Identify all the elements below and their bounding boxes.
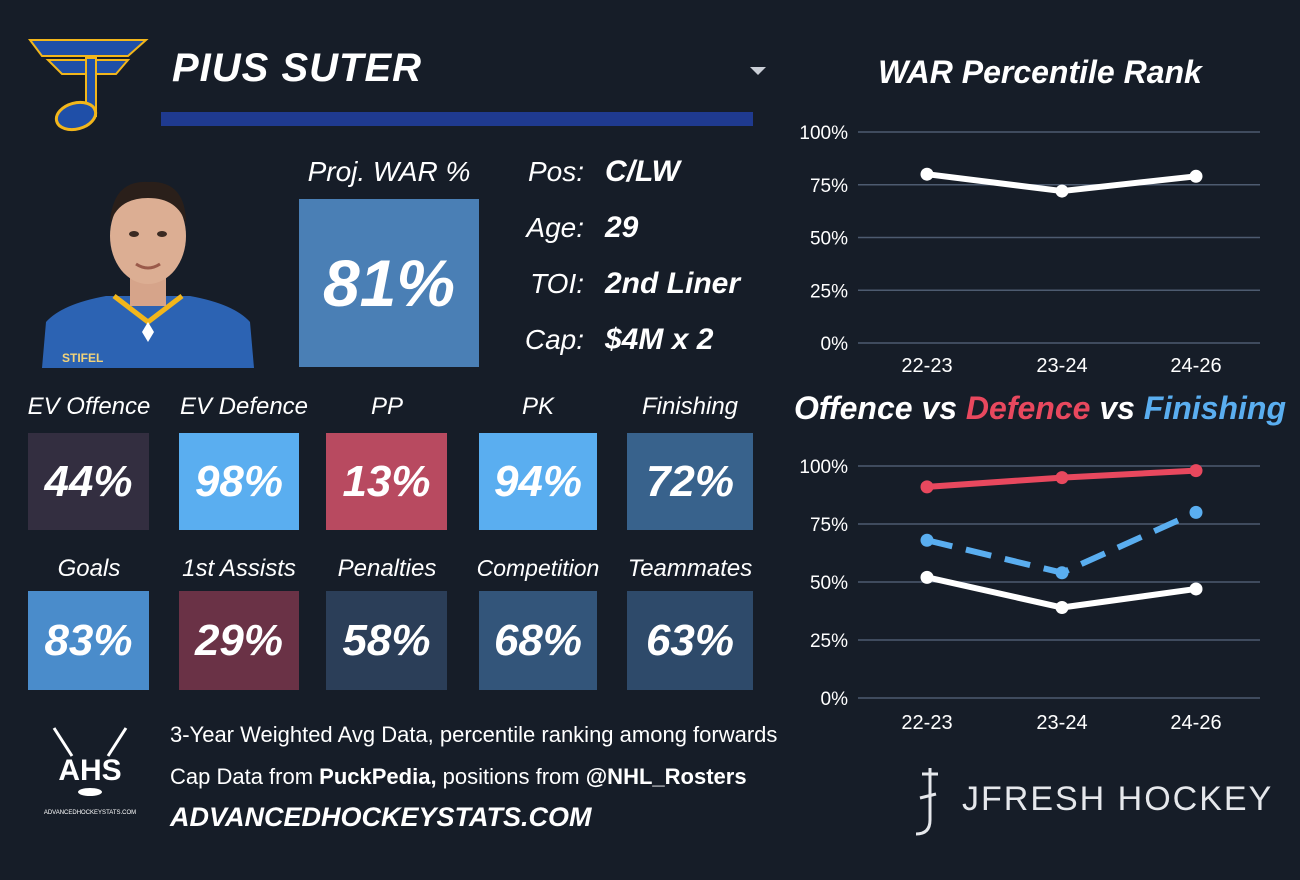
chart-1-title: WAR Percentile Rank bbox=[878, 54, 1202, 90]
chart-1-ytick-label: 75% bbox=[810, 176, 848, 197]
footer-line-1: 3-Year Weighted Avg Data, percentile ran… bbox=[170, 722, 778, 747]
footer-line-2-prefix: Cap Data from bbox=[170, 764, 320, 789]
chart-2-data-point bbox=[1189, 582, 1203, 596]
info-age-value: 29 bbox=[605, 211, 639, 244]
chart-2-data-point bbox=[1055, 601, 1069, 615]
stat-label-goals: Goals bbox=[57, 555, 121, 582]
jersey-sponsor-text: STIFEL bbox=[62, 351, 103, 365]
war-percentile-chart: 100% 75% 50% 25% 0% 22-23 23-24 24-26 bbox=[799, 123, 1260, 377]
chart-2-ytick-label: 75% bbox=[810, 515, 848, 536]
chart-2-data-point bbox=[920, 570, 934, 584]
chart-1-ytick-label: 25% bbox=[810, 281, 848, 302]
info-age-label: Age: bbox=[526, 212, 584, 243]
chart-2-ytick-label: 25% bbox=[810, 631, 848, 652]
info-pos-label: Pos: bbox=[527, 156, 584, 187]
chart-1-xtick-label: 22-23 bbox=[901, 355, 952, 377]
chart-1-ytick-label: 100% bbox=[799, 123, 848, 144]
footer-site: ADVANCEDHOCKEYSTATS.COM bbox=[170, 802, 592, 832]
chart-2-ytick-label: 0% bbox=[821, 689, 849, 710]
player-photo: STIFEL bbox=[42, 181, 254, 368]
blues-note-logo-icon bbox=[28, 39, 149, 132]
chart-1-data-point bbox=[1189, 169, 1203, 183]
footer-nhl-rosters: @NHL_Rosters bbox=[585, 764, 747, 789]
footer-line-2-mid: positions from bbox=[436, 764, 586, 789]
stat-tile-teammates: 63% bbox=[627, 591, 753, 690]
stat-label-pp: PP bbox=[370, 393, 403, 420]
name-underline bbox=[161, 112, 753, 126]
chart-2-data-point bbox=[920, 480, 934, 494]
chart-2-xtick-label: 24-26 bbox=[1170, 712, 1221, 734]
stat-tile-finishing: 72% bbox=[627, 433, 753, 530]
info-pos-value: C/LW bbox=[605, 155, 680, 188]
footer-line-2: Cap Data from PuckPedia, positions from … bbox=[170, 764, 747, 790]
chart-2-xtick-label: 23-24 bbox=[1036, 712, 1087, 734]
chart-1-data-point bbox=[1055, 184, 1069, 198]
stat-tile-ev-offence: 44% bbox=[28, 433, 149, 530]
chart-2-title: Offence vs Defence vs Finishing bbox=[790, 390, 1290, 427]
jfresh-logo-icon bbox=[915, 768, 938, 836]
chart-2-data-point bbox=[1055, 566, 1069, 580]
proj-war-value: 81% bbox=[299, 199, 479, 367]
stat-label-1st-assists: 1st Assists bbox=[182, 555, 296, 582]
jfresh-brand: JFRESH HOCKEY bbox=[962, 780, 1274, 818]
chart-1-ytick-label: 0% bbox=[821, 334, 849, 355]
stat-label-teammates: Teammates bbox=[627, 555, 753, 582]
chart-2-title-part: Offence bbox=[793, 390, 913, 426]
stat-tile-pk: 94% bbox=[479, 433, 597, 530]
stat-tile-goals: 83% bbox=[28, 591, 149, 690]
stat-label-ev-defence: EV Defence bbox=[179, 393, 309, 420]
info-toi-label: TOI: bbox=[530, 268, 584, 299]
offence-defence-finishing-chart: 100% 75% 50% 25% 0% 22-23 23-24 24-26 bbox=[799, 457, 1260, 734]
stat-label-finishing: Finishing bbox=[641, 393, 739, 420]
chart-1-data-point bbox=[920, 167, 934, 181]
chart-2-xtick-label: 22-23 bbox=[901, 712, 952, 734]
chart-1-ytick-label: 50% bbox=[810, 229, 848, 250]
footer-puckpedia: PuckPedia, bbox=[319, 764, 437, 789]
ahs-logo-icon: AHS ADVANCEDHOCKEYSTATS.COM bbox=[44, 727, 136, 816]
chart-2-data-point bbox=[1189, 464, 1203, 478]
chart-2-title-part: vs bbox=[1090, 390, 1144, 426]
stat-tile-penalties: 58% bbox=[326, 591, 447, 690]
stat-label-competition: Competition bbox=[476, 555, 600, 581]
chart-2-title-part: Finishing bbox=[1143, 390, 1286, 426]
chart-2-data-point bbox=[920, 533, 934, 547]
chart-2-ytick-label: 50% bbox=[810, 573, 848, 594]
info-cap-value: $4M x 2 bbox=[605, 323, 714, 356]
stat-tile-pp: 13% bbox=[326, 433, 447, 530]
chart-2-data-point bbox=[1189, 505, 1203, 519]
chart-2-title-part: vs bbox=[912, 390, 966, 426]
proj-war-label: Proj. WAR % bbox=[307, 156, 471, 187]
chart-2-title-part: Defence bbox=[965, 390, 1091, 426]
chart-2-ytick-label: 100% bbox=[799, 457, 848, 478]
chart-2-series-line bbox=[926, 509, 1198, 576]
stat-label-penalties: Penalties bbox=[337, 555, 437, 582]
info-toi-value: 2nd Liner bbox=[605, 267, 741, 300]
stat-label-ev-offence: EV Offence bbox=[27, 393, 151, 420]
chart-2-data-point bbox=[1055, 471, 1069, 485]
ahs-logo-text: AHS bbox=[58, 754, 121, 787]
chevron-down-icon[interactable] bbox=[750, 67, 766, 75]
chart-1-xtick-label: 23-24 bbox=[1036, 355, 1087, 377]
chart-1-xtick-label: 24-26 bbox=[1170, 355, 1221, 377]
info-cap-label: Cap: bbox=[524, 324, 584, 355]
player-name: PIUS SUTER bbox=[172, 46, 423, 90]
stat-label-pk: PK bbox=[521, 393, 554, 420]
stat-tile-competition: 68% bbox=[479, 591, 597, 690]
ahs-logo-small-text: ADVANCEDHOCKEYSTATS.COM bbox=[44, 810, 136, 816]
stat-tile-ev-defence: 98% bbox=[179, 433, 299, 530]
stat-tile-1st-assists: 29% bbox=[179, 591, 299, 690]
